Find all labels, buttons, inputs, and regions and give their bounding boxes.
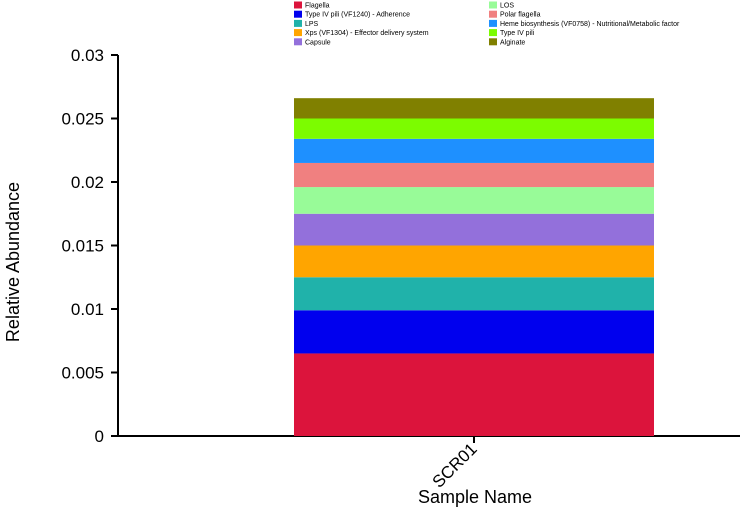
legend-label: Type IV pili [500, 30, 535, 37]
y-tick-label: 0.01 [71, 300, 104, 319]
y-tick-label: 0.03 [71, 46, 104, 65]
legend-label: Xps (VF1304) - Effector delivery system [305, 30, 429, 37]
y-tick-label: 0.02 [71, 173, 104, 192]
y-tick-label: 0.015 [61, 237, 104, 256]
legend-swatch [294, 10, 302, 18]
legend-swatch [489, 19, 497, 27]
legend-swatch [294, 19, 302, 27]
y-tick-label: 0.025 [61, 110, 104, 129]
legend-swatch [489, 10, 497, 18]
legend-swatch [294, 29, 302, 37]
bar-segment [294, 277, 654, 311]
bar-stack [294, 98, 654, 436]
legend-label: Capsule [305, 39, 331, 46]
bar-segment [294, 118, 654, 139]
legend-label: LPS [305, 21, 319, 28]
legend-label: LOS [500, 3, 514, 10]
legend-label: Heme biosynthesis (VF0758) - Nutritional… [500, 21, 680, 28]
x-axis-title: Sample Name [418, 487, 532, 507]
bar-segment [294, 138, 654, 163]
bar-segment [294, 353, 654, 436]
y-tick-label: 0 [95, 427, 104, 446]
bar-segment [294, 187, 654, 214]
x-tick-label: SCR01 [429, 439, 481, 491]
bar-segment [294, 213, 654, 246]
y-axis-title: Relative Abundance [3, 182, 23, 342]
bar-segment [294, 98, 654, 119]
legend-swatch [489, 29, 497, 37]
legend-label: Flagella [305, 3, 330, 10]
legend: Flagella Type IV pili (VF1240) - Adherenc… [294, 1, 680, 46]
legend-swatch [294, 1, 302, 9]
legend-swatch [489, 1, 497, 9]
x-axis: SCR01 [117, 435, 740, 492]
y-tick-label: 0.005 [61, 364, 104, 383]
legend-label: Alginate [500, 39, 525, 46]
y-axis: 0 0.005 0.01 0.015 0.02 0.025 0.03 [61, 46, 119, 446]
bar-segment [294, 245, 654, 278]
legend-label: Polar flagella [500, 12, 541, 19]
legend-swatch [294, 38, 302, 46]
legend-label: Type IV pili (VF1240) - Adherence [305, 12, 410, 19]
bar-segment [294, 310, 654, 354]
bar-segment [294, 162, 654, 188]
legend-swatch [489, 38, 497, 46]
